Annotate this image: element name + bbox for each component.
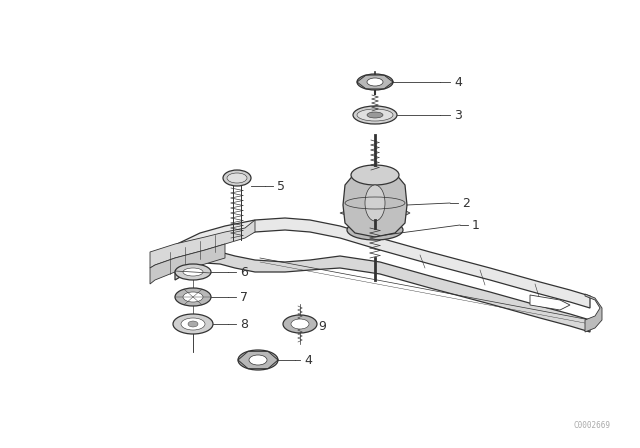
Ellipse shape	[238, 350, 278, 370]
Polygon shape	[585, 294, 602, 332]
Ellipse shape	[223, 170, 251, 186]
Ellipse shape	[175, 264, 211, 280]
Text: 5: 5	[277, 180, 285, 193]
Polygon shape	[150, 244, 225, 284]
Text: 3: 3	[454, 108, 462, 121]
Ellipse shape	[291, 319, 309, 329]
Ellipse shape	[367, 213, 383, 223]
Ellipse shape	[183, 292, 203, 302]
Polygon shape	[150, 220, 255, 268]
Ellipse shape	[249, 355, 267, 365]
Polygon shape	[340, 206, 410, 220]
Polygon shape	[175, 218, 590, 308]
Text: 1: 1	[472, 219, 480, 232]
Text: 2: 2	[462, 197, 470, 210]
Ellipse shape	[188, 321, 198, 327]
Ellipse shape	[372, 216, 378, 220]
Text: 4: 4	[304, 353, 312, 366]
Polygon shape	[175, 250, 590, 332]
Ellipse shape	[283, 315, 317, 333]
Ellipse shape	[347, 220, 403, 240]
Ellipse shape	[173, 314, 213, 334]
Ellipse shape	[367, 78, 383, 86]
Text: C0002669: C0002669	[573, 421, 610, 430]
Ellipse shape	[353, 106, 397, 124]
Ellipse shape	[181, 318, 205, 330]
Ellipse shape	[227, 173, 247, 183]
Ellipse shape	[367, 112, 383, 118]
Ellipse shape	[183, 268, 203, 276]
Ellipse shape	[357, 109, 393, 121]
Ellipse shape	[365, 185, 385, 221]
Text: 9: 9	[318, 319, 326, 332]
Ellipse shape	[351, 165, 399, 185]
Text: 8: 8	[240, 318, 248, 331]
Text: 6: 6	[240, 266, 248, 279]
Ellipse shape	[357, 74, 393, 90]
Polygon shape	[343, 167, 407, 237]
Text: 4: 4	[454, 76, 462, 89]
Polygon shape	[530, 295, 570, 310]
Ellipse shape	[175, 288, 211, 306]
Text: 7: 7	[240, 290, 248, 303]
